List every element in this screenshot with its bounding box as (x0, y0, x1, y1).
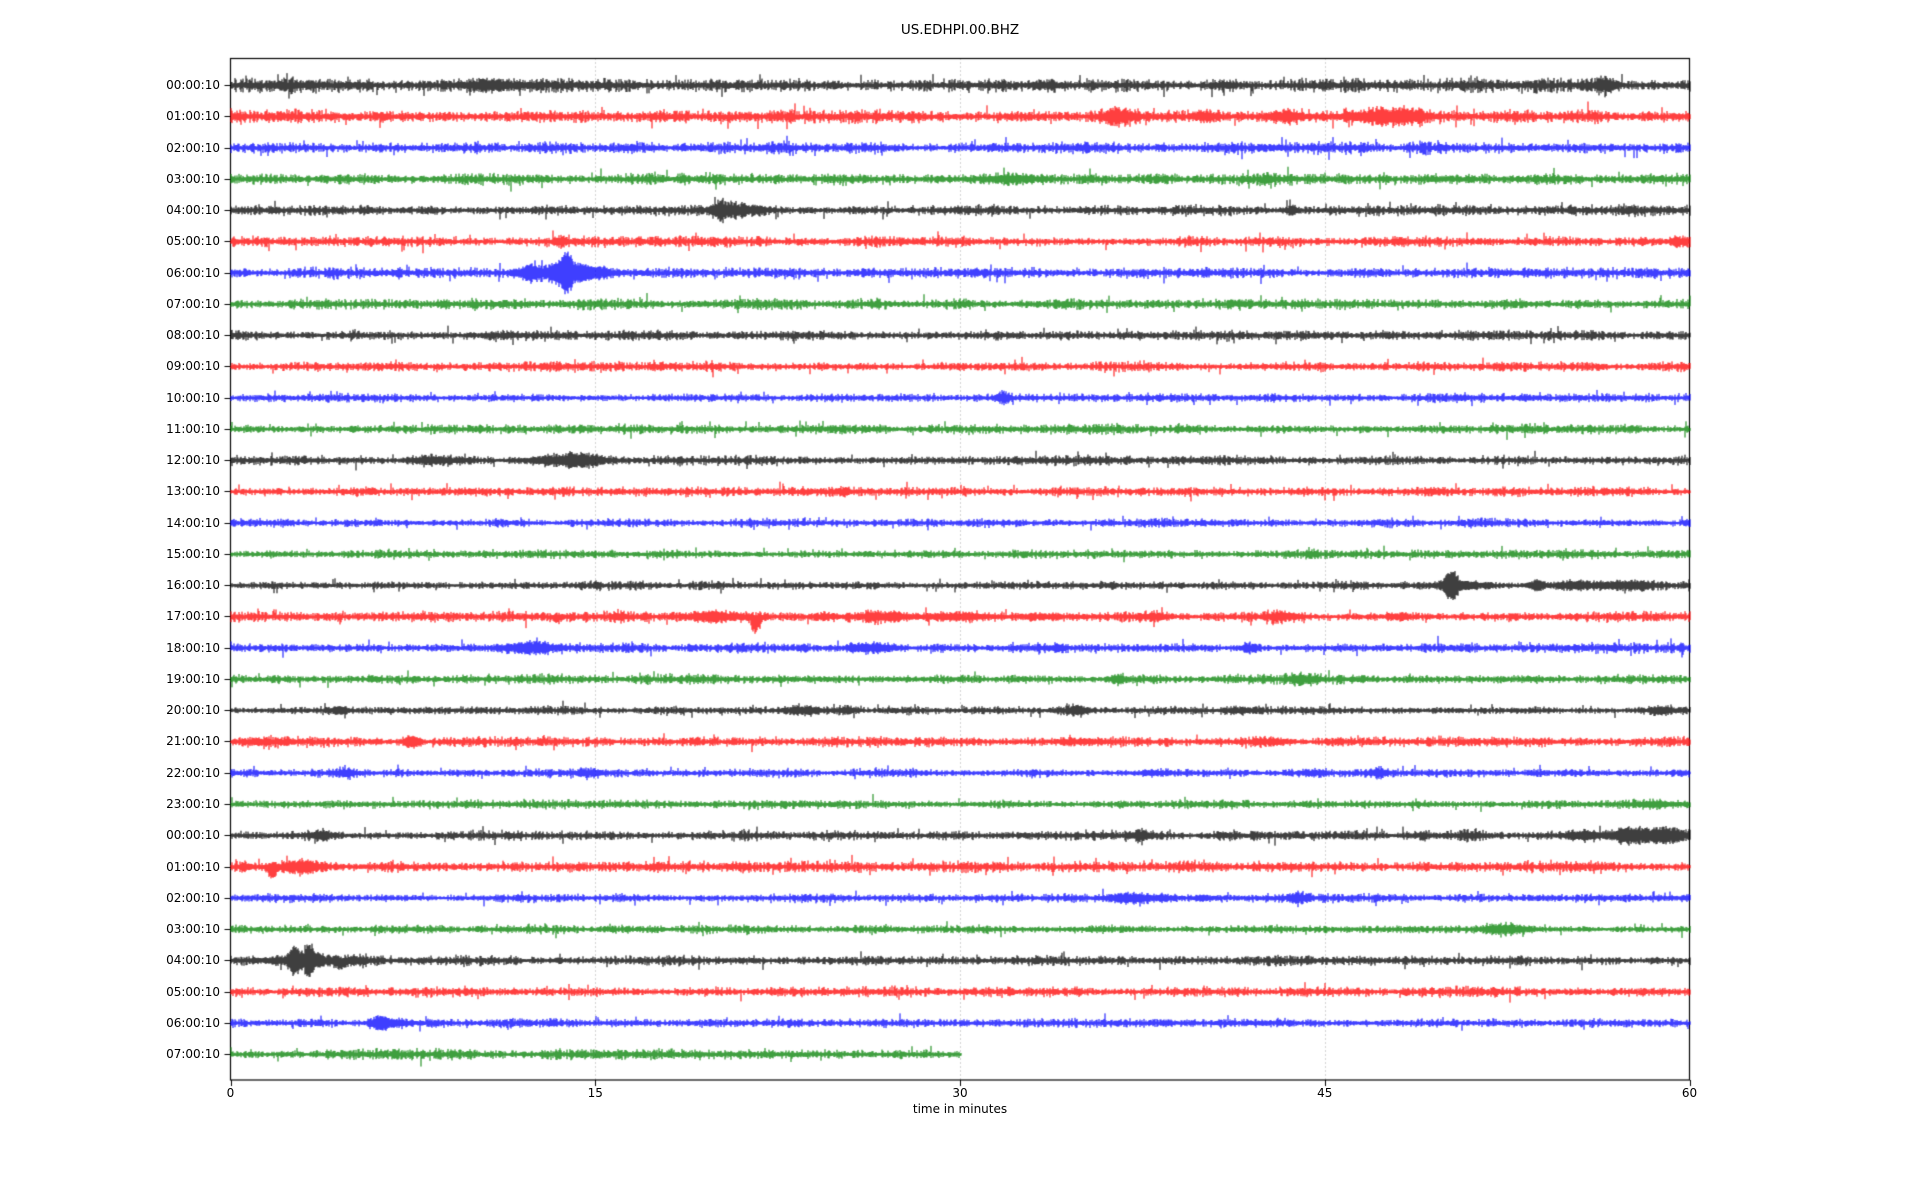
row-time-label: 15:00:10 (166, 546, 220, 561)
row-time-label: 18:00:10 (166, 640, 220, 655)
row-time-label: 13:00:10 (166, 484, 220, 499)
row-time-label: 20:00:10 (166, 703, 220, 718)
row-time-label: 09:00:10 (166, 359, 220, 374)
row-time-label: 22:00:10 (166, 765, 220, 780)
row-time-label: 14:00:10 (166, 515, 220, 530)
row-time-label: 01:00:10 (166, 109, 220, 124)
row-time-label: 08:00:10 (166, 328, 220, 343)
x-tick-label: 30 (952, 1086, 968, 1100)
row-time-label: 03:00:10 (166, 922, 220, 937)
row-time-label: 07:00:10 (166, 296, 220, 311)
row-time-label: 06:00:10 (166, 265, 220, 280)
row-time-label: 17:00:10 (166, 609, 220, 624)
row-time-label: 05:00:10 (166, 234, 220, 249)
x-axis-title: time in minutes (912, 1102, 1008, 1116)
row-time-label: 01:00:10 (166, 859, 220, 874)
row-time-label: 05:00:10 (166, 984, 220, 999)
x-tick-label: 0 (226, 1086, 235, 1100)
row-time-label: 04:00:10 (166, 203, 220, 218)
row-time-label: 19:00:10 (166, 671, 220, 686)
row-time-label: 02:00:10 (166, 890, 220, 905)
row-time-label: 04:00:10 (166, 953, 220, 968)
row-time-label: 21:00:10 (166, 734, 220, 749)
x-tick-label: 45 (1317, 1086, 1333, 1100)
row-time-label: 00:00:10 (166, 78, 220, 92)
row-time-label: 00:00:10 (166, 828, 220, 843)
x-tick-label: 60 (1681, 1086, 1698, 1100)
row-time-label: 07:00:10 (166, 1047, 220, 1062)
row-time-label: 03:00:10 (166, 171, 220, 186)
x-tick-label: 15 (587, 1086, 603, 1100)
row-time-label: 02:00:10 (166, 140, 220, 155)
row-time-label: 23:00:10 (166, 796, 220, 811)
row-time-label: 10:00:10 (166, 390, 220, 405)
row-time-label: 16:00:10 (166, 578, 220, 593)
row-time-label: 06:00:10 (166, 1015, 220, 1030)
row-time-label: 11:00:10 (166, 421, 220, 436)
row-time-label: 12:00:10 (166, 453, 220, 468)
